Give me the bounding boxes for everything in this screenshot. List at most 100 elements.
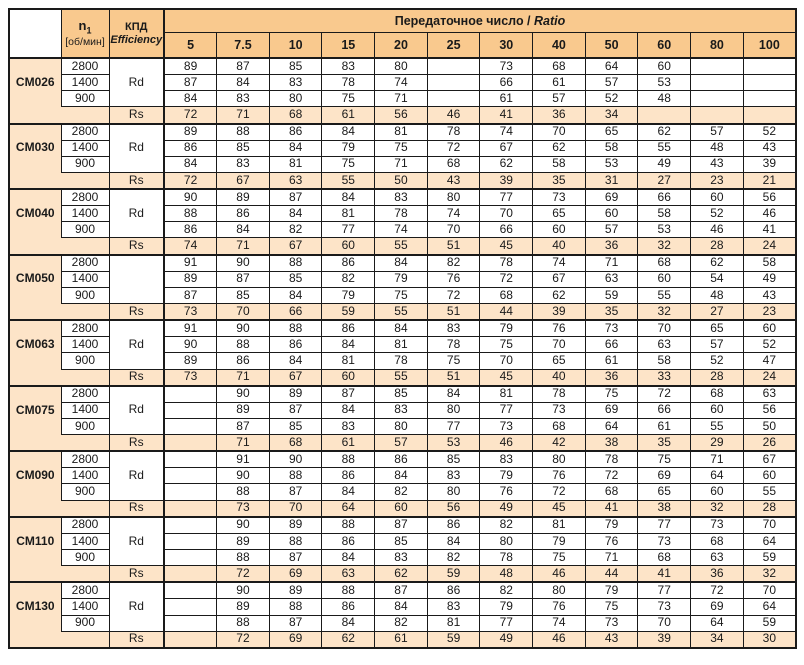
efficiency-value-cell: 68 (426, 155, 481, 173)
efficiency-value-cell: 74 (479, 122, 534, 141)
rs-value-cell: 34 (690, 630, 744, 649)
efficiency-value-cell: 88 (321, 450, 376, 469)
efficiency-value-cell (163, 467, 218, 485)
efficiency-value-cell (163, 417, 218, 436)
rs-label-cell: Rs (108, 434, 165, 452)
efficiency-value-cell: 84 (268, 286, 323, 304)
efficiency-value-cell: 80 (426, 483, 481, 501)
efficiency-value-cell: 75 (584, 384, 639, 403)
data-row: CM026 2800 Rd 89 87 85 83 80 73 68 64 60 (8, 57, 797, 125)
efficiency-value-cell: 86 (321, 319, 376, 338)
rs-value-cell: 46 (532, 630, 586, 649)
efficiency-value-cell: 83 (321, 57, 376, 76)
efficiency-value-cell: 41 (742, 221, 797, 239)
speed-cell: 1400 (60, 401, 110, 419)
model-cell: CM050 (8, 253, 61, 321)
efficiency-value-cell: 52 (690, 352, 744, 370)
data-row: 900 87 85 84 79 75 72 68 62 59 55 48 43 (9, 286, 797, 304)
efficiency-value-cell: 62 (532, 139, 586, 157)
efficiency-value-cell: 62 (479, 155, 534, 173)
rs-value-cell (690, 106, 744, 125)
efficiency-value-cell: 87 (163, 286, 218, 304)
efficiency-value-cell: 73 (479, 57, 534, 76)
efficiency-value-cell: 74 (532, 253, 586, 272)
efficiency-value-cell: 79 (374, 270, 428, 288)
efficiency-value-cell: 79 (321, 286, 376, 304)
efficiency-value-cell: 43 (742, 286, 797, 304)
efficiency-value-cell: 70 (426, 221, 481, 239)
efficiency-value-cell: 76 (532, 598, 586, 616)
efficiency-value-cell: 85 (268, 57, 323, 76)
rs-value-cell: 68 (268, 106, 323, 125)
rs-value-cell (742, 106, 797, 125)
rs-value-cell: 63 (268, 171, 323, 190)
rs-label-cell: Rs (108, 368, 165, 387)
rs-value-cell: 72 (216, 630, 270, 649)
rs-value-cell: 39 (532, 302, 586, 321)
efficiency-value-cell: 85 (268, 417, 323, 436)
efficiency-value-cell: 82 (426, 253, 481, 272)
corner-cell (8, 8, 62, 59)
rs-value-cell: 62 (374, 565, 428, 583)
rs-value-cell: 36 (532, 106, 586, 125)
rs-row: Rs 71 68 61 57 53 46 42 38 35 29 26 (9, 434, 797, 452)
efficiency-value-cell: 86 (374, 450, 428, 469)
efficiency-value-cell: 82 (479, 581, 534, 600)
efficiency-value-cell: 88 (268, 253, 323, 272)
efficiency-value-cell: 84 (321, 614, 376, 632)
speed-cell: 1400 (60, 532, 110, 550)
efficiency-value-cell: 70 (742, 515, 797, 534)
data-row: CM090 2800 Rd 91 90 88 86 85 83 80 78 75 71 67 (8, 450, 797, 518)
rs-value-cell: 36 (584, 237, 639, 256)
efficiency-value-cell: 43 (742, 139, 797, 157)
rs-value-cell: 51 (426, 237, 481, 256)
efficiency-value-cell: 68 (690, 384, 744, 403)
efficiency-value-cell: 87 (216, 270, 270, 288)
rs-value-cell (163, 434, 218, 452)
efficiency-value-cell: 69 (584, 188, 639, 207)
rs-value-cell: 55 (374, 302, 428, 321)
efficiency-value-cell: 91 (163, 253, 218, 272)
efficiency-value-cell: 58 (637, 205, 692, 223)
efficiency-value-cell: 78 (532, 384, 586, 403)
efficiency-value-cell: 52 (742, 336, 797, 354)
ratio-column-header: 25 (426, 31, 481, 59)
efficiency-value-cell: 89 (163, 122, 218, 141)
efficiency-value-cell: 69 (584, 401, 639, 419)
efficiency-value-cell: 79 (321, 139, 376, 157)
efficiency-value-cell: 73 (637, 598, 692, 616)
efficiency-value-cell: 67 (742, 450, 797, 469)
efficiency-value-cell: 78 (479, 548, 534, 567)
efficiency-value-cell: 84 (268, 352, 323, 370)
rs-value-cell: 61 (374, 630, 428, 649)
efficiency-value-cell: 86 (321, 253, 376, 272)
rs-value-cell: 41 (637, 565, 692, 583)
rs-row: Rs 72 67 63 55 50 43 39 35 31 27 23 21 (9, 171, 797, 190)
efficiency-value-cell: 84 (321, 483, 376, 501)
efficiency-value-cell: 84 (321, 548, 376, 567)
efficiency-value-cell: 66 (637, 188, 692, 207)
efficiency-value-cell: 86 (163, 139, 218, 157)
rs-spacer-cell (61, 106, 110, 125)
efficiency-value-cell: 67 (479, 139, 534, 157)
efficiency-value-cell: 71 (374, 155, 428, 173)
rs-value-cell: 46 (532, 565, 586, 583)
efficiency-value-cell (163, 548, 218, 567)
efficiency-value-cell: 73 (584, 319, 639, 338)
efficiency-value-cell: 68 (690, 532, 744, 550)
efficiency-value-cell: 84 (163, 90, 218, 108)
efficiency-value-cell: 83 (321, 417, 376, 436)
rs-value-cell: 49 (479, 630, 534, 649)
rs-value-cell: 62 (321, 630, 376, 649)
efficiency-value-cell: 84 (321, 401, 376, 419)
rs-value-cell: 27 (690, 302, 744, 321)
efficiency-value-cell: 77 (479, 401, 534, 419)
efficiency-value-cell: 74 (532, 614, 586, 632)
efficiency-value-cell: 70 (479, 352, 534, 370)
efficiency-value-cell: 91 (216, 450, 270, 469)
efficiency-value-cell: 84 (374, 598, 428, 616)
model-cell: CM075 (8, 384, 61, 452)
ratio-column-header: 10 (268, 31, 323, 59)
efficiency-value-cell: 52 (742, 122, 797, 141)
efficiency-value-cell: 62 (532, 286, 586, 304)
